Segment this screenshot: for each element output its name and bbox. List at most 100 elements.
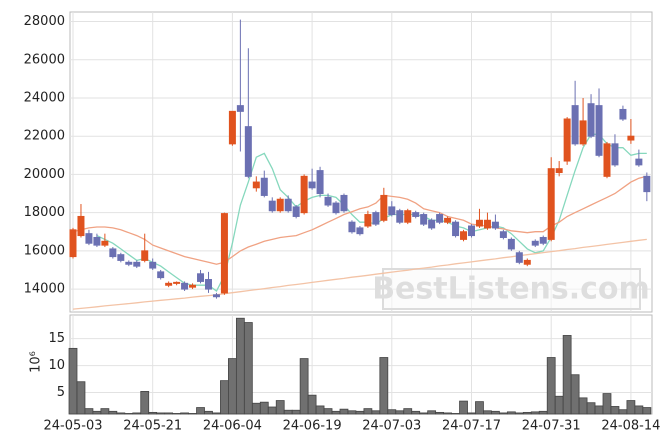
candle-body <box>531 240 539 246</box>
volume-bar <box>307 394 317 415</box>
candle-body <box>316 170 324 195</box>
x-tick-label: 24-06-04 <box>203 419 262 434</box>
x-tick-label: 24-08-14 <box>601 419 660 434</box>
y-tick-label: 16000 <box>24 243 65 258</box>
volume-bar <box>451 413 460 415</box>
candle-body <box>436 214 444 223</box>
volume-bar <box>259 401 269 415</box>
candle-body <box>85 233 93 244</box>
volume-bar <box>395 410 405 415</box>
y-tick-label: 20000 <box>24 167 65 182</box>
candle-body <box>356 227 364 235</box>
volume-bar <box>92 410 102 415</box>
candle-body <box>420 214 428 225</box>
volume-bar <box>108 410 118 415</box>
candle-body <box>348 221 356 233</box>
x-tick-label: 24-05-03 <box>43 419 102 434</box>
y-tick-label: 28000 <box>24 14 65 29</box>
candle-body <box>563 118 571 162</box>
volume-bar <box>283 409 293 415</box>
volume-bar <box>315 405 325 415</box>
candle-body <box>276 198 284 212</box>
volume-bar <box>243 322 253 415</box>
x-tick-label: 24-07-03 <box>362 419 421 434</box>
volume-bar <box>363 408 373 415</box>
volume-bar <box>419 412 429 415</box>
candle-body <box>523 259 531 265</box>
candle-body <box>483 219 491 229</box>
volume-bar <box>538 410 548 415</box>
price-frame <box>69 11 653 313</box>
volume-bar <box>116 412 126 415</box>
candle-body <box>428 219 436 229</box>
candle-body <box>412 212 420 217</box>
volume-bar <box>156 412 166 415</box>
volume-bar <box>546 357 556 415</box>
volume-bar <box>235 317 245 415</box>
candle-body <box>372 212 380 225</box>
candle-body <box>579 120 587 145</box>
volume-bar <box>124 413 134 415</box>
volume-bar <box>427 410 437 415</box>
volume-axis-label: 10⁶ <box>29 351 44 373</box>
candle-body <box>468 225 475 237</box>
candle-body <box>364 214 372 227</box>
candle-body <box>157 271 165 279</box>
candle-body <box>101 240 109 246</box>
candle-body <box>587 103 595 137</box>
volume-bar <box>467 412 476 415</box>
volume-bar <box>634 405 644 415</box>
candle-body <box>284 198 292 212</box>
volume-bar <box>220 380 229 415</box>
volume-bar <box>594 405 604 415</box>
y-tick-label: 22000 <box>24 129 65 144</box>
candle-body <box>197 273 205 282</box>
y-tick-label: 18000 <box>24 205 65 220</box>
volume-bar <box>483 410 492 415</box>
volume-bar <box>610 406 620 415</box>
moving-average-line <box>72 238 647 310</box>
candle-body <box>204 279 212 290</box>
candle-body <box>627 135 635 141</box>
candle-body <box>292 206 300 217</box>
volume-bar <box>411 410 421 415</box>
candle-body <box>460 231 468 240</box>
volume-bar <box>164 412 174 415</box>
volume-bar <box>586 402 596 415</box>
candle-body <box>212 294 220 298</box>
y-tick-label: 26000 <box>24 52 65 67</box>
candle-body <box>268 200 276 212</box>
volume-bar <box>323 408 333 415</box>
candle-body <box>332 202 340 214</box>
volume-bar <box>514 412 524 415</box>
volume-bar <box>435 411 445 415</box>
candle-body <box>244 126 252 177</box>
candle-body <box>93 236 101 246</box>
candle-body <box>380 194 388 221</box>
volume-bar <box>626 400 636 415</box>
candle-body <box>220 213 228 294</box>
x-tick-label: 24-07-31 <box>522 419 581 434</box>
volume-bar <box>331 410 341 415</box>
volume-bar <box>188 413 197 415</box>
candle-body <box>324 196 332 206</box>
candle-body <box>404 210 412 223</box>
candle-body <box>515 252 523 263</box>
candle-body <box>595 105 603 156</box>
y-tick-label: 10 <box>48 358 65 373</box>
volume-bar <box>578 397 588 415</box>
candle-body <box>228 110 236 145</box>
volume-bar <box>355 410 365 415</box>
y-tick-label: 5 <box>57 385 65 400</box>
candle-body <box>189 284 197 288</box>
volume-bar <box>403 408 413 415</box>
candle-body <box>539 236 547 244</box>
volume-bar <box>459 400 468 415</box>
watermark-box <box>382 268 641 310</box>
volume-bar <box>68 347 78 415</box>
candle-body <box>635 158 643 166</box>
volume-bar <box>554 395 564 415</box>
watermark: BestListens.com <box>372 272 650 307</box>
candle-body <box>69 229 77 258</box>
candle-body <box>491 221 499 229</box>
